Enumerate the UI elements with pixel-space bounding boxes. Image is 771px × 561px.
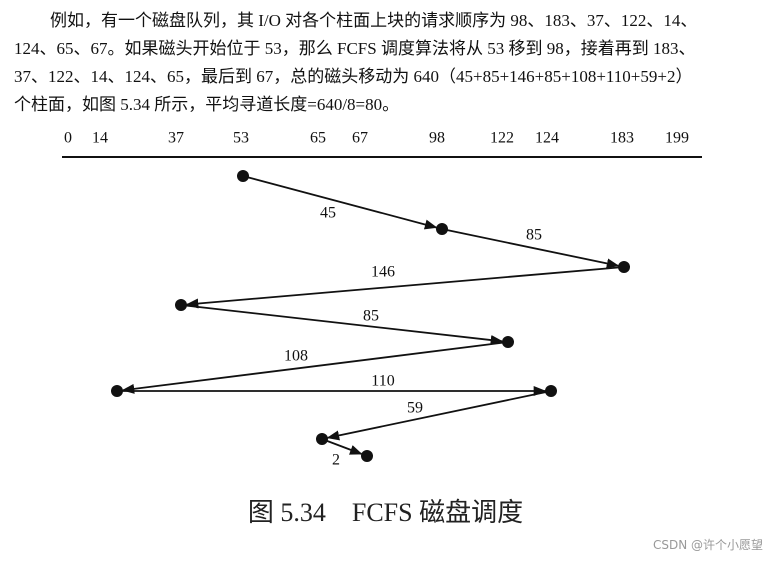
cylinder-node	[111, 385, 123, 397]
caption: 图 5.34 FCFS 磁盘调度	[247, 498, 524, 527]
cylinder-node	[502, 336, 514, 348]
axis-label: 53	[233, 130, 249, 147]
cylinder-node	[436, 223, 448, 235]
move-arrow	[321, 438, 363, 455]
axis-label: 98	[429, 130, 445, 147]
watermark: CSDN @许个小愿望	[652, 538, 763, 552]
axis-label: 0	[64, 130, 72, 147]
paragraph-line: 124、65、67。如果磁头开始位于 53，那么 FCFS 调度算法将从 53 …	[14, 39, 696, 58]
cylinder-node	[316, 433, 328, 445]
axis-label: 183	[610, 130, 634, 147]
axis-label: 199	[665, 130, 689, 147]
paragraph-line: 37、122、14、124、65，最后到 67，总的磁头移动为 640（45+8…	[14, 67, 693, 86]
move-label: 146	[371, 264, 395, 281]
move-label: 59	[407, 400, 423, 417]
axis-label: 14	[92, 130, 108, 147]
move-label: 45	[320, 205, 336, 222]
axis-label: 124	[535, 130, 559, 147]
move-arrow	[242, 175, 438, 230]
cylinder-node	[545, 385, 557, 397]
cylinder-node	[175, 299, 187, 311]
move-arrow	[441, 228, 620, 269]
cylinder-node	[361, 450, 373, 462]
move-label: 108	[284, 348, 308, 365]
move-label: 110	[371, 373, 394, 390]
paragraph-line: 例如，有一个磁盘队列，其 I/O 对各个柱面上块的请求顺序为 98、183、37…	[50, 11, 698, 30]
cylinder-node	[618, 261, 630, 273]
move-arrow	[185, 266, 625, 309]
move-label: 85	[526, 227, 542, 244]
move-arrow	[326, 390, 552, 441]
move-label: 85	[363, 308, 379, 325]
cylinder-node	[237, 170, 249, 182]
axis-label: 65	[310, 130, 326, 147]
move-arrow	[121, 341, 509, 394]
axis-label: 122	[490, 130, 514, 147]
axis-label: 37	[168, 130, 184, 147]
move-label: 2	[332, 452, 340, 469]
paragraph-line: 个柱面，如图 5.34 所示，平均寻道长度=640/8=80。	[14, 95, 400, 114]
move-arrow	[180, 304, 504, 346]
diagram: 0 14 37 53 65 67 98 122 124 183 199 45 85 146 85 108 110…	[62, 130, 702, 469]
axis-label: 67	[352, 130, 368, 147]
